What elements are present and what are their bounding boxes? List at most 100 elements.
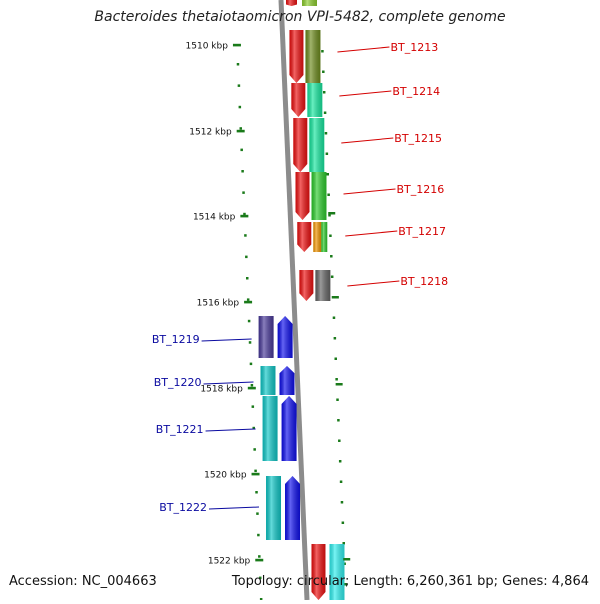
strand-dot [338, 460, 342, 463]
strand-dot [329, 234, 332, 237]
gene-BT_1219-blue-arrow-shade [277, 316, 293, 358]
scale-dot [239, 127, 243, 130]
scale-tick [236, 129, 245, 133]
gene-leader [345, 230, 398, 237]
scale-dot [236, 63, 240, 66]
partial-bottom-red-arrow-shade [311, 544, 326, 600]
gene-BT_1222-blue-arrow-shade [285, 476, 301, 540]
scale-dot [246, 277, 249, 280]
gene-leader [341, 137, 394, 144]
scale-dot [257, 533, 260, 537]
strand-dot [328, 214, 331, 217]
gene-label-BT_1220: BT_1220 [154, 376, 202, 389]
scale-label: 1514 kbp [193, 213, 236, 223]
scale-tick [255, 558, 264, 562]
gene-label-BT_1216: BT_1216 [396, 183, 444, 196]
scale-tick [244, 300, 253, 304]
strand-dot [343, 562, 346, 565]
strand-dot [325, 152, 329, 155]
gene-BT_1219-bar-shade [258, 316, 274, 358]
gene-BT_1221-bar-shade [262, 396, 278, 461]
gene-labels: BT_1213 BT_1214 BT_1215 BT_1216 BT_1217 BT_12… [152, 41, 448, 514]
scale-dot [247, 319, 251, 323]
strand-dot [326, 173, 329, 176]
strand-dot [342, 542, 345, 545]
scale-tick [251, 472, 260, 476]
scale-dot [242, 191, 245, 194]
scale-dot [259, 598, 263, 601]
scale-tick [247, 386, 256, 390]
gene-BT_1217-bar-b-shade [321, 222, 328, 252]
strand-dot [334, 357, 337, 360]
scale-label: 1520 kbp [204, 471, 247, 481]
backbone-line [278, 0, 310, 601]
strand-dot [338, 439, 341, 442]
gene-leader [339, 90, 392, 97]
scale-dot [237, 84, 241, 87]
gene-BT_1220-bar-shade [260, 366, 276, 395]
strand-tick [331, 296, 339, 299]
strand-dot [340, 501, 344, 504]
gene-features [258, 0, 345, 600]
strand-tick [328, 212, 336, 215]
gene-label-BT_1218: BT_1218 [400, 275, 448, 288]
gene-leader [203, 381, 254, 385]
gene-leader [347, 280, 400, 287]
strand-dot [322, 70, 325, 73]
gene-BT_1213-red-arrow-shade [289, 30, 304, 83]
strand-dot [339, 480, 343, 483]
scale-dot [253, 448, 256, 451]
partial-top-feature-shade [302, 0, 317, 6]
genome-title: Bacteroides thetaiotaomicron VPI-5482, c… [94, 9, 506, 25]
scale-axis: 1510 kbp 1512 kbp 1514 kbp 1516 kbp 1518 kbp… [186, 42, 351, 567]
scale-label: 1516 kbp [197, 299, 240, 309]
scale-dot [245, 255, 248, 259]
gene-leader [201, 338, 252, 342]
gene-BT_1218-bar-shade [315, 270, 331, 301]
gene-label-BT_1221: BT_1221 [156, 423, 204, 436]
scale-dot [256, 512, 259, 515]
scale-dot [258, 555, 261, 558]
partial-bottom-feature-shade [329, 544, 345, 600]
strand-dot [330, 275, 334, 278]
accession-text: Accession: NC_004663 [9, 574, 157, 589]
scale-label: 1512 kbp [189, 128, 232, 138]
gene-BT_1222-bar-shade [266, 476, 282, 540]
scale-dot [258, 576, 262, 580]
backbone [278, 0, 310, 601]
gene-BT_1220-blue-arrow-shade [279, 366, 295, 395]
strand-dot [335, 378, 338, 381]
strand-dot [324, 132, 328, 135]
strand-dot [321, 50, 324, 53]
gene-BT_1218-red-arrow-shade [299, 270, 314, 301]
strand-dot [322, 91, 326, 94]
gene-BT_1216-red-arrow-shade [295, 172, 310, 220]
scale-label: 1522 kbp [208, 557, 251, 567]
gene-leader [205, 428, 256, 432]
gene-label-BT_1219: BT_1219 [152, 333, 200, 346]
strand-dot [323, 111, 327, 114]
genome-summary-text: Topology: circular; Length: 6,260,361 bp… [231, 574, 589, 589]
scale-dot [248, 341, 252, 344]
scale-dot [243, 212, 246, 216]
scale-dot [240, 148, 243, 152]
gene-BT_1216-bar-shade [311, 172, 327, 220]
scale-dot [241, 170, 244, 173]
strand-dot [332, 316, 336, 319]
gene-label-BT_1222: BT_1222 [159, 501, 207, 514]
scale-dot [244, 234, 247, 237]
scale-label: 1518 kbp [200, 385, 243, 395]
scale-dot [254, 469, 257, 473]
partial-top-arrow-shade [286, 0, 297, 6]
gene-BT_1217-bar-shade [313, 222, 322, 252]
gene-leader [208, 506, 260, 510]
strand-tick [335, 383, 343, 386]
scale-dot [255, 491, 258, 494]
strand-dot [341, 521, 345, 524]
strand-dot [344, 583, 347, 586]
gene-leader [337, 46, 390, 53]
gene-label-BT_1215: BT_1215 [394, 132, 442, 145]
scale-tick [232, 43, 241, 47]
